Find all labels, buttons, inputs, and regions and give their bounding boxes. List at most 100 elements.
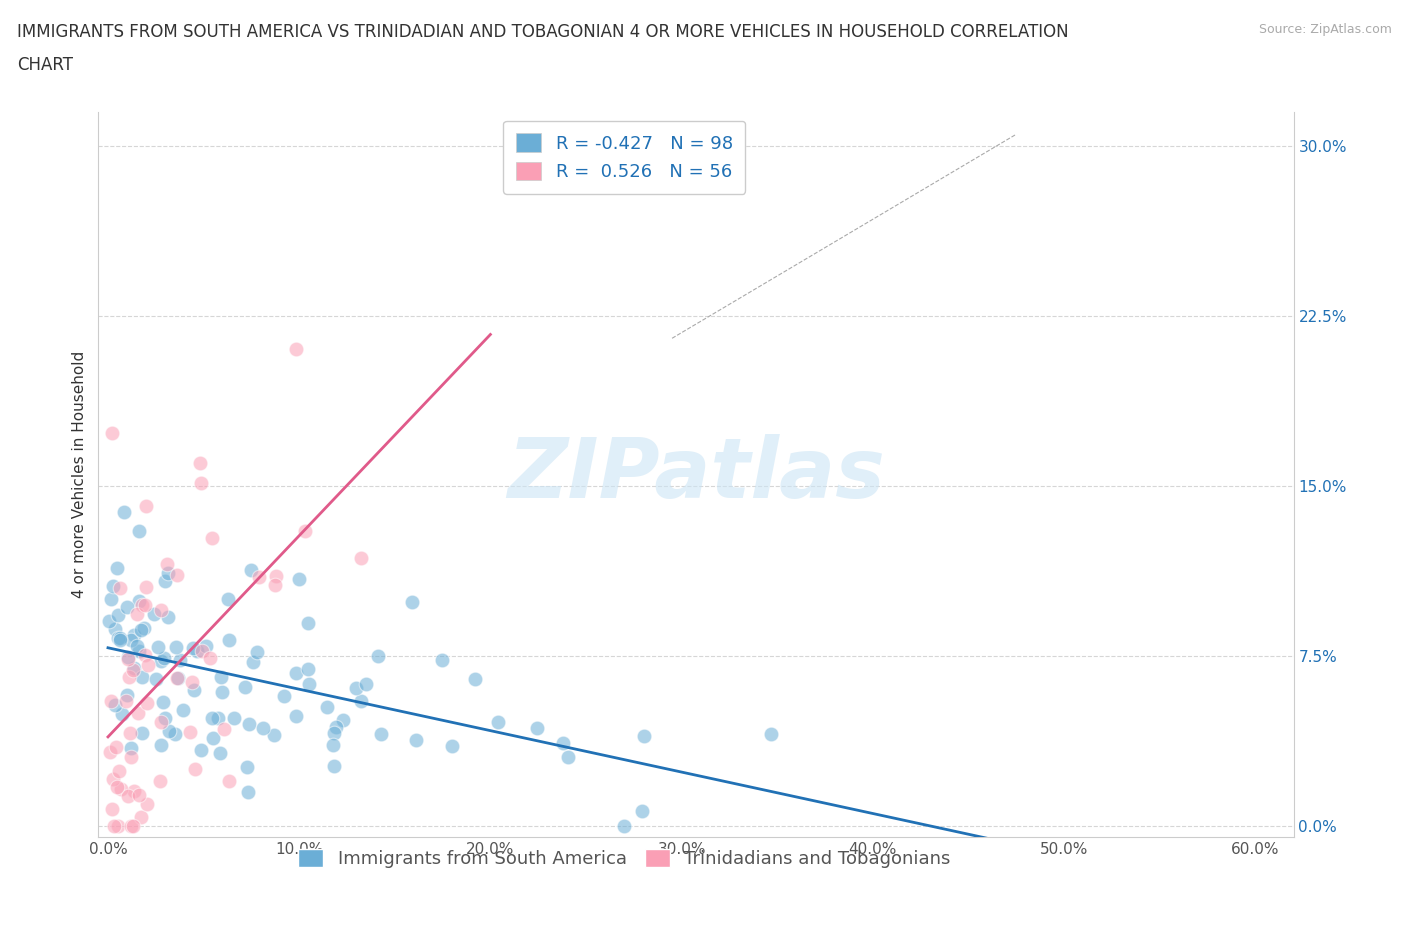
Point xyxy=(633,728,655,743)
Point xyxy=(526,721,548,736)
Point xyxy=(236,784,259,799)
Point xyxy=(148,640,170,655)
Point xyxy=(285,341,308,356)
Text: CHART: CHART xyxy=(17,56,73,73)
Point xyxy=(115,688,138,703)
Point xyxy=(263,578,285,592)
Point xyxy=(153,574,176,589)
Point xyxy=(118,670,141,684)
Point xyxy=(117,789,139,804)
Point xyxy=(188,456,211,471)
Point xyxy=(101,772,124,787)
Point xyxy=(100,591,122,606)
Point xyxy=(194,639,217,654)
Point xyxy=(236,759,259,774)
Point xyxy=(103,578,125,593)
Point xyxy=(181,675,204,690)
Point xyxy=(122,628,145,643)
Point xyxy=(117,651,139,666)
Point xyxy=(115,694,138,709)
Point xyxy=(441,738,464,753)
Point xyxy=(108,764,131,778)
Point xyxy=(557,750,579,764)
Point xyxy=(134,597,156,612)
Point xyxy=(110,580,132,595)
Point xyxy=(297,662,319,677)
Y-axis label: 4 or more Vehicles in Household: 4 or more Vehicles in Household xyxy=(72,351,87,598)
Point xyxy=(149,714,172,729)
Point xyxy=(149,653,172,668)
Point xyxy=(166,671,188,685)
Point xyxy=(131,622,153,637)
Point xyxy=(233,679,256,694)
Point xyxy=(122,818,145,833)
Point xyxy=(350,694,373,709)
Point xyxy=(190,475,212,490)
Point xyxy=(367,649,389,664)
Point xyxy=(166,567,188,582)
Point xyxy=(104,621,127,636)
Point xyxy=(181,640,204,655)
Point xyxy=(242,655,264,670)
Point xyxy=(131,725,153,740)
Point xyxy=(183,683,205,698)
Point xyxy=(127,606,149,621)
Text: IMMIGRANTS FROM SOUTH AMERICA VS TRINIDADIAN AND TOBAGONIAN 4 OR MORE VEHICLES I: IMMIGRANTS FROM SOUTH AMERICA VS TRINIDA… xyxy=(17,23,1069,41)
Point xyxy=(108,631,131,645)
Point xyxy=(217,591,239,606)
Point xyxy=(128,788,150,803)
Point xyxy=(201,531,224,546)
Point xyxy=(149,603,172,618)
Point xyxy=(294,524,316,538)
Point xyxy=(344,681,367,696)
Point xyxy=(156,556,179,571)
Point xyxy=(184,762,207,777)
Point xyxy=(153,711,176,725)
Point xyxy=(120,740,142,755)
Text: Source: ZipAtlas.com: Source: ZipAtlas.com xyxy=(1258,23,1392,36)
Point xyxy=(165,727,187,742)
Point xyxy=(172,703,194,718)
Point xyxy=(110,781,132,796)
Point xyxy=(136,796,159,811)
Point xyxy=(135,580,157,595)
Point xyxy=(486,715,509,730)
Point xyxy=(101,425,124,440)
Point xyxy=(201,731,224,746)
Point xyxy=(131,670,153,684)
Point xyxy=(218,633,240,648)
Point xyxy=(551,736,574,751)
Point xyxy=(323,758,346,773)
Point xyxy=(104,739,127,754)
Point xyxy=(136,696,159,711)
Point xyxy=(166,671,188,685)
Point xyxy=(97,614,120,629)
Text: ZIPatlas: ZIPatlas xyxy=(508,433,884,515)
Point xyxy=(112,505,135,520)
Point xyxy=(159,724,181,738)
Point xyxy=(134,648,156,663)
Point xyxy=(252,721,274,736)
Point xyxy=(201,711,224,725)
Point xyxy=(297,616,319,631)
Point xyxy=(430,653,453,668)
Point xyxy=(134,621,156,636)
Point xyxy=(322,726,344,741)
Point xyxy=(121,818,143,833)
Point xyxy=(142,606,165,621)
Point xyxy=(332,713,354,728)
Point xyxy=(121,663,143,678)
Point xyxy=(186,644,208,658)
Point xyxy=(105,779,128,794)
Point xyxy=(107,607,129,622)
Point xyxy=(128,524,150,538)
Point xyxy=(165,640,187,655)
Point xyxy=(200,651,222,666)
Point xyxy=(129,810,152,825)
Point xyxy=(128,593,150,608)
Point xyxy=(356,676,378,691)
Point xyxy=(120,726,142,741)
Point xyxy=(117,649,139,664)
Point xyxy=(105,560,128,575)
Point xyxy=(145,671,167,686)
